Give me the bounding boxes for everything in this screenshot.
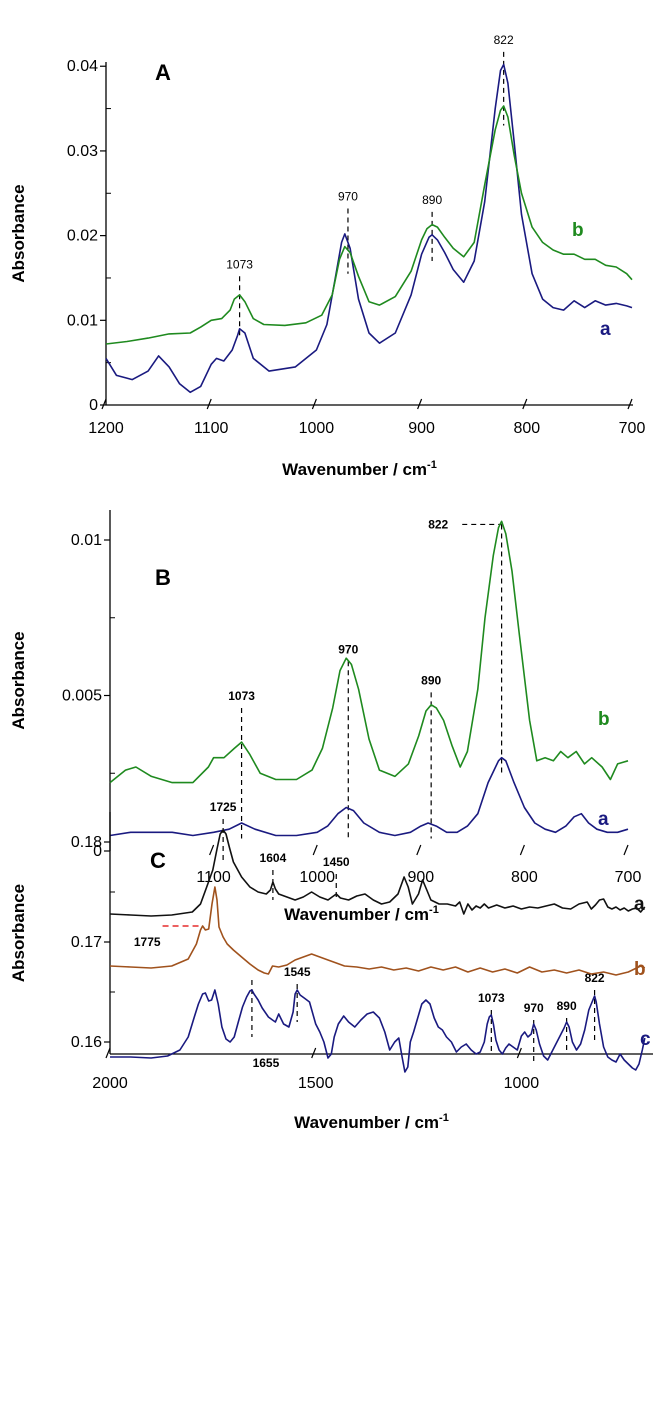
x-tick <box>209 844 215 856</box>
y-tick-label: 0.16 <box>71 1034 102 1051</box>
series-label-a: a <box>634 894 645 915</box>
x-tick-label: 700 <box>619 420 646 437</box>
y-axis-title: Absorbance <box>9 631 28 729</box>
peak-label-1073: 1073 <box>226 257 253 271</box>
series-label-b: b <box>598 709 610 730</box>
y-tick-label: 0.02 <box>67 228 98 245</box>
series-line-b <box>109 520 629 784</box>
y-tick-label: 0 <box>93 843 102 860</box>
panel-A: 0 0.01 0.02 0.03 0.04 1200 1100 1000 900 800 700 Wa… <box>9 33 645 479</box>
x-axis-title: Wavenumber / cm-1 <box>282 459 437 479</box>
x-tick-label: 1100 <box>194 420 229 437</box>
x-tick <box>522 398 528 410</box>
x-tick-label: 800 <box>511 869 538 886</box>
panel-letter: A <box>155 60 171 85</box>
x-tick-label: 700 <box>615 869 642 886</box>
x-tick <box>627 398 633 410</box>
y-tick-label: 0.01 <box>67 312 98 329</box>
x-tick <box>105 1047 111 1059</box>
y-tick-label: 0.005 <box>62 688 102 705</box>
peak-label-822: 822 <box>585 971 605 985</box>
y-tick-label: 0.18 <box>71 834 102 851</box>
peak-label-970: 970 <box>524 1001 544 1015</box>
series-label-b: b <box>572 220 584 241</box>
x-tick-label: 1200 <box>88 420 124 437</box>
series-line-b <box>109 886 646 976</box>
panel-C: 0.16 0.17 0.18 2000 1500 1000 Wavenumber / cm-… <box>9 800 653 1132</box>
panel-letter: C <box>150 848 166 873</box>
peak-label-822: 822 <box>494 33 514 47</box>
x-tick <box>516 1047 522 1059</box>
series-line-a <box>109 756 629 837</box>
peak-label-1545: 1545 <box>284 965 311 979</box>
y-tick-label: 0.04 <box>67 58 98 75</box>
peak-label-1655: 1655 <box>253 1056 280 1070</box>
series-line-b <box>105 105 633 345</box>
series-line-c <box>110 989 646 1073</box>
peak-label-1725: 1725 <box>210 800 237 814</box>
x-tick <box>311 1047 317 1059</box>
series-label-a: a <box>600 319 611 340</box>
series-label-a: a <box>598 809 609 830</box>
x-axis-title: Wavenumber / cm-1 <box>294 1112 449 1132</box>
series-label-c: c <box>640 1029 651 1050</box>
peak-label-970: 970 <box>338 190 358 204</box>
y-tick-label: 0 <box>89 397 98 414</box>
panel-B: 0 0.005 0.01 1100 1000 900 800 700 Wavenumber / … <box>9 510 641 924</box>
x-tick-label: 2000 <box>92 1075 128 1092</box>
y-tick-label: 0.03 <box>67 143 98 160</box>
marker-1775-label: 1775 <box>134 935 161 949</box>
x-tick <box>312 844 318 856</box>
x-tick <box>311 398 317 410</box>
x-tick-label: 900 <box>408 420 435 437</box>
series-line-a <box>105 63 633 394</box>
panel-letter: B <box>155 565 171 590</box>
x-tick-label: 1100 <box>196 869 231 886</box>
peak-label-822: 822 <box>428 517 448 531</box>
x-tick <box>101 398 107 410</box>
x-tick <box>206 398 212 410</box>
x-tick-label: 1000 <box>299 869 335 886</box>
y-axis-title: Absorbance <box>9 884 28 982</box>
peak-label-970: 970 <box>338 642 358 656</box>
x-tick-label: 1000 <box>504 1075 540 1092</box>
x-tick-label: 1500 <box>298 1075 334 1092</box>
peak-label-890: 890 <box>421 673 441 687</box>
peak-label-890: 890 <box>557 999 577 1013</box>
y-axis-title: Absorbance <box>9 184 28 282</box>
y-tick-label: 0.17 <box>71 934 102 951</box>
x-tick-label: 900 <box>407 869 434 886</box>
y-tick-label: 0.01 <box>71 532 102 549</box>
x-tick-label: 800 <box>513 420 540 437</box>
series-line-a <box>109 829 646 917</box>
x-tick <box>519 844 525 856</box>
x-tick <box>416 844 422 856</box>
peak-label-1073: 1073 <box>228 689 255 703</box>
peak-label-1604: 1604 <box>260 851 287 865</box>
x-tick-label: 1000 <box>299 420 335 437</box>
x-axis-title: Wavenumber / cm-1 <box>284 904 439 924</box>
x-tick <box>623 844 629 856</box>
series-label-b: b <box>634 959 646 980</box>
peak-label-1450: 1450 <box>323 855 350 869</box>
peak-label-890: 890 <box>422 193 442 207</box>
peak-label-1073: 1073 <box>478 991 505 1005</box>
x-tick <box>417 398 423 410</box>
